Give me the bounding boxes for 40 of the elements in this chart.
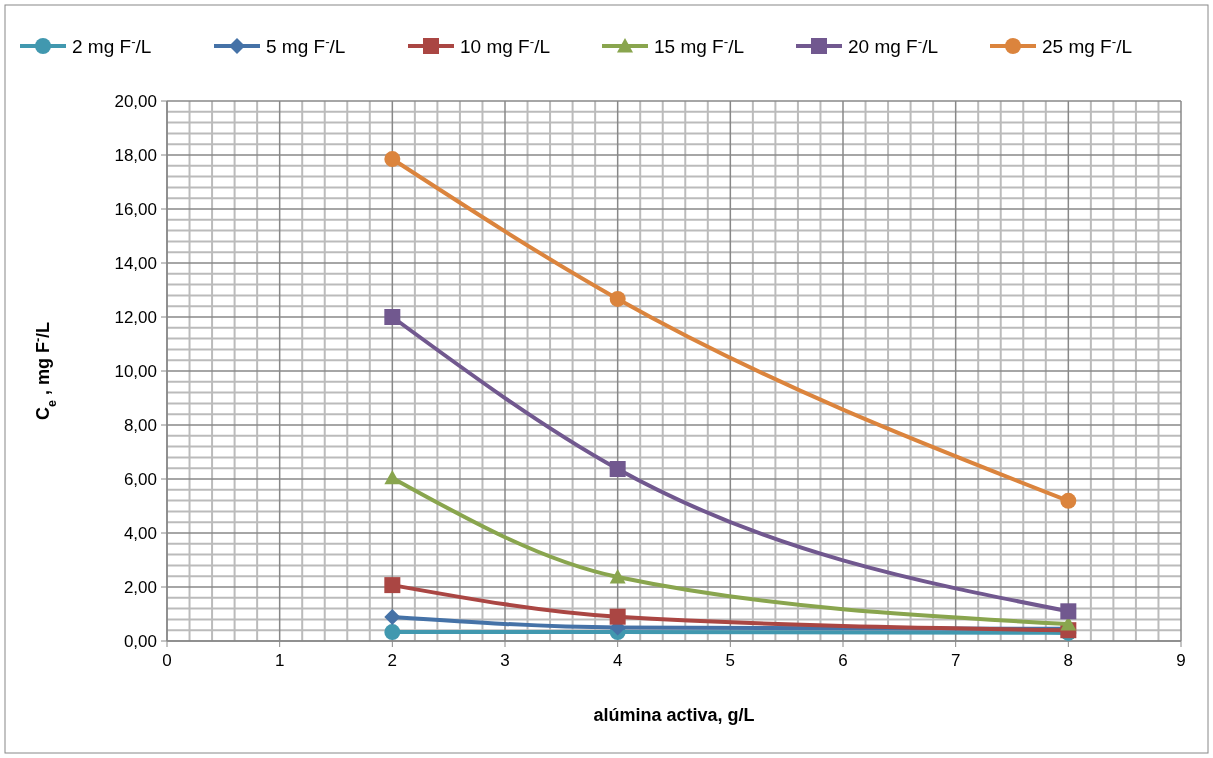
x-tick-label: 6 bbox=[838, 651, 848, 670]
x-tick-label: 7 bbox=[950, 651, 961, 670]
y-tick-label: 20,00 bbox=[114, 92, 157, 111]
x-tick-label: 5 bbox=[725, 651, 736, 670]
legend-label: 25 mg F$^{-}$/L bbox=[1042, 33, 1132, 57]
y-tick-label: 16,00 bbox=[114, 200, 157, 219]
point bbox=[384, 624, 401, 641]
y-tick-label: 4,00 bbox=[123, 524, 157, 543]
point bbox=[609, 290, 626, 307]
point bbox=[609, 461, 626, 478]
point bbox=[384, 608, 401, 625]
point bbox=[384, 151, 401, 168]
x-tick-label: 2 bbox=[387, 651, 398, 670]
point bbox=[1060, 603, 1077, 620]
x-tick-label: 8 bbox=[1063, 651, 1074, 670]
x-tick-label: 1 bbox=[274, 651, 285, 670]
x-tick-label: 9 bbox=[1176, 651, 1186, 670]
legend-label: 10 mg F$^{-}$/L bbox=[460, 33, 550, 57]
point bbox=[384, 469, 401, 485]
point bbox=[1060, 492, 1077, 509]
x-tick-label: 4 bbox=[612, 651, 623, 670]
legend-label: 2 mg F$^{-}$/L bbox=[72, 33, 152, 57]
point bbox=[609, 608, 626, 625]
y-tick-label: 12,00 bbox=[114, 308, 157, 327]
legend-label: 15 mg F$^{-}$/L bbox=[654, 33, 744, 57]
legend-label: 5 mg F$^{-}$/L bbox=[266, 33, 346, 57]
y-tick-label: 6,00 bbox=[123, 470, 157, 489]
y-tick-label: 8,00 bbox=[123, 416, 157, 435]
point bbox=[609, 569, 626, 584]
x-tick-label: 3 bbox=[500, 651, 510, 670]
y-tick-label: 0,00 bbox=[123, 632, 157, 651]
y-tick-label: 18,00 bbox=[114, 146, 157, 165]
x-tick-label: 0 bbox=[162, 651, 172, 670]
point bbox=[384, 309, 401, 325]
point bbox=[384, 577, 401, 594]
y-tick-label: 2,00 bbox=[123, 578, 157, 597]
y-tick-label: 10,00 bbox=[114, 362, 157, 381]
legend-label: 20 mg F$^{-}$/L bbox=[848, 33, 938, 57]
x-axis-title: alúmina activa, g/L bbox=[593, 705, 755, 725]
y-tick-label: 14,00 bbox=[114, 254, 157, 273]
